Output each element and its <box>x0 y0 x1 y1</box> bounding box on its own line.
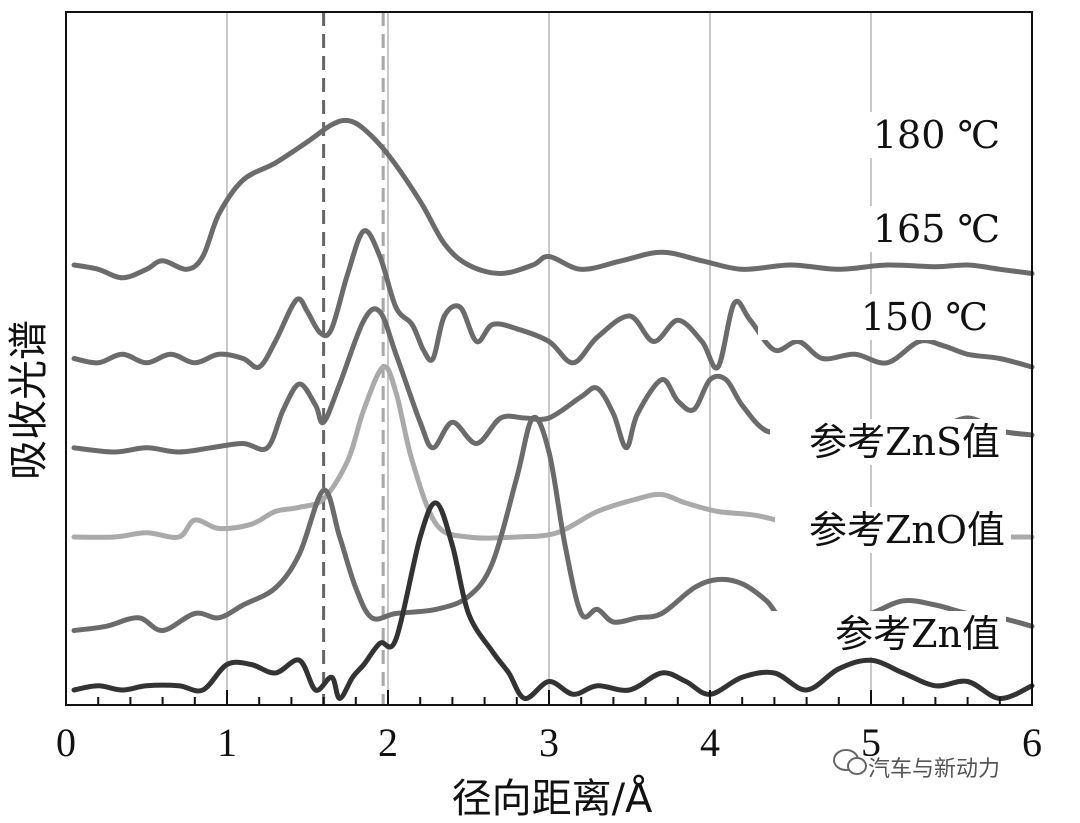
series-label: 180 ℃ <box>873 113 1000 157</box>
series-label-background <box>770 611 1006 657</box>
series-label-background <box>770 206 1006 252</box>
watermark-text: 汽车与新动力 <box>868 757 1000 782</box>
x-tick-label: 5 <box>861 720 881 765</box>
series-label-background <box>770 112 1006 158</box>
wechat-icon <box>833 749 867 775</box>
x-tick-label: 2 <box>378 720 398 765</box>
x-tick-label: 0 <box>56 720 76 765</box>
x-axis-title: 径向距离/Å <box>452 774 653 822</box>
series-line <box>71 228 1035 371</box>
series-line <box>71 117 1035 281</box>
series-label: 参考Zn值 <box>835 612 1000 656</box>
x-tick-label: 1 <box>217 720 237 765</box>
x-tick-label: 4 <box>700 720 720 765</box>
watermark: 汽车与新动力 <box>833 749 1000 782</box>
series-label-background <box>758 294 994 340</box>
series-line <box>71 500 1035 701</box>
y-axis-title: 吸收光谱 <box>6 320 52 480</box>
series-label: 参考ZnO值 <box>809 508 1005 552</box>
series-label: 165 ℃ <box>873 207 1000 251</box>
series-label: 参考ZnS值 <box>809 420 1000 464</box>
x-tick-label: 3 <box>539 720 559 765</box>
x-tick-label: 6 <box>1022 720 1042 765</box>
series-label-background <box>775 507 1011 553</box>
x-axis-ticks: 0 1 2 3 4 5 6 <box>56 690 1042 765</box>
series-label-background <box>770 419 1006 465</box>
series-label: 150 ℃ <box>861 295 988 339</box>
